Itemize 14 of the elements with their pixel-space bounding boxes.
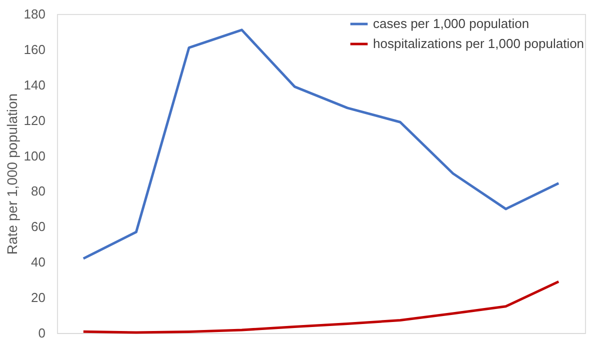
y-tick-label: 20 bbox=[31, 290, 46, 306]
y-tick-label: 60 bbox=[31, 219, 46, 234]
y-tick-label: 160 bbox=[24, 42, 46, 57]
y-tick-label: 180 bbox=[24, 6, 46, 22]
y-axis-title: Rate per 1,000 population bbox=[4, 93, 20, 255]
y-tick-label: 40 bbox=[31, 254, 46, 270]
line-series bbox=[82, 280, 560, 334]
y-tick-label: 120 bbox=[24, 112, 46, 128]
y-tick-label: 140 bbox=[24, 77, 46, 92]
y-tick-label: 100 bbox=[24, 148, 46, 164]
y-tick-label: 80 bbox=[31, 184, 46, 199]
y-tick-label: 0 bbox=[38, 326, 46, 340]
legend-label: hospitalizations per 1,000 population bbox=[373, 36, 584, 51]
legend-label: cases per 1,000 population bbox=[373, 16, 530, 31]
